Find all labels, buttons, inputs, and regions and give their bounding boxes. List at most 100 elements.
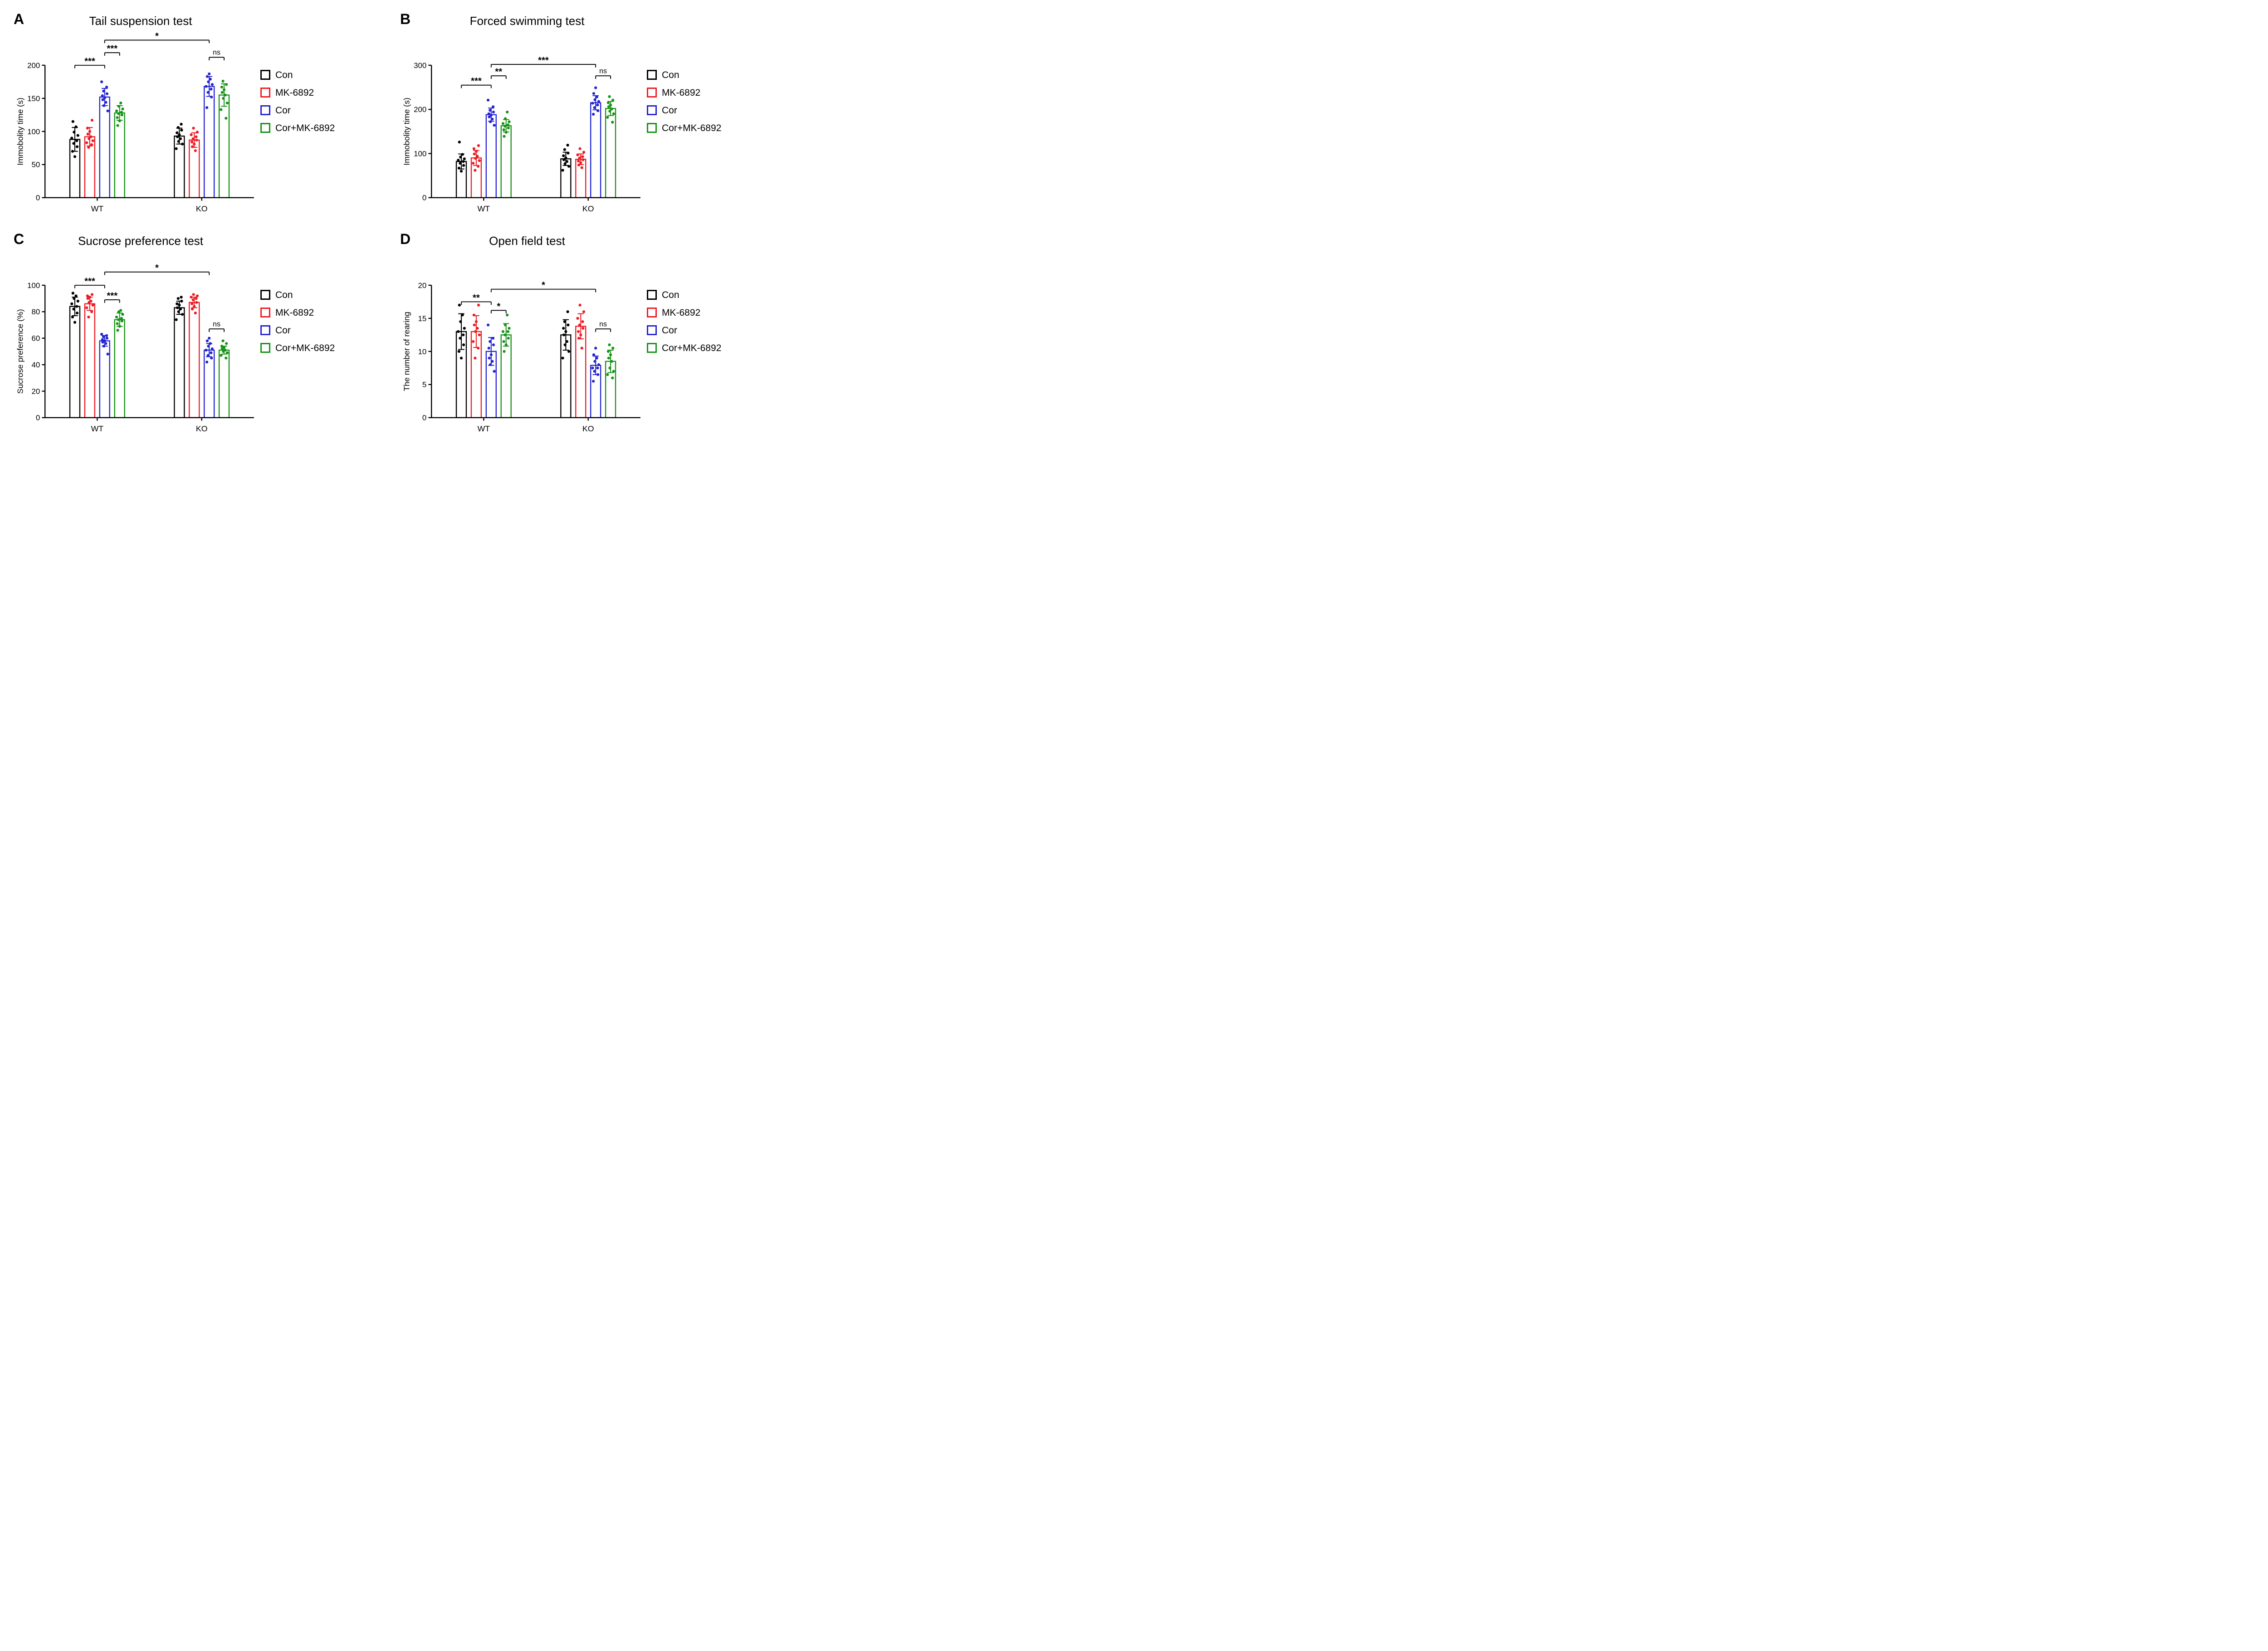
data-point [225, 357, 228, 360]
bar [84, 303, 96, 418]
significance-label: *** [107, 291, 117, 301]
data-point [86, 127, 89, 130]
legend-label: Con [662, 69, 679, 80]
data-point [105, 337, 108, 340]
data-point [487, 112, 490, 116]
legend-item-mk-6892: MK-6892 [260, 88, 335, 98]
data-point [116, 329, 119, 332]
data-point [594, 347, 597, 350]
data-point [566, 143, 569, 147]
data-point [88, 296, 92, 299]
data-point [224, 93, 227, 97]
data-point [89, 299, 93, 303]
data-point [489, 353, 493, 357]
data-point [100, 332, 103, 336]
bar [218, 349, 230, 418]
data-point [119, 101, 122, 105]
significance-label: ** [495, 67, 502, 77]
data-point [477, 347, 480, 350]
data-point [566, 310, 569, 313]
data-point [175, 147, 178, 150]
data-point [90, 310, 93, 313]
panel-a-header: A Tail suspension test [14, 12, 362, 30]
data-point [579, 161, 582, 165]
data-point [205, 348, 208, 352]
data-point [102, 335, 105, 338]
data-point [477, 303, 480, 307]
data-point [606, 101, 610, 104]
data-point [594, 86, 597, 89]
panel-c-header: C Sucrose preference test [14, 232, 362, 250]
data-point [564, 156, 567, 160]
data-point [193, 305, 196, 308]
data-point [606, 116, 609, 119]
significance-label: *** [538, 55, 549, 65]
data-point [592, 353, 596, 357]
data-point [461, 313, 464, 317]
data-point [100, 80, 103, 83]
data-point [457, 166, 461, 170]
data-point [591, 102, 594, 105]
data-point [611, 376, 614, 380]
data-point [472, 313, 475, 317]
data-point [488, 115, 491, 118]
data-point [196, 131, 199, 134]
bar [99, 340, 110, 418]
legend-swatch-icon [647, 290, 657, 300]
data-point [478, 333, 481, 337]
data-point [194, 149, 197, 152]
data-point [578, 303, 582, 307]
data-point [563, 162, 567, 166]
data-point [477, 144, 480, 147]
data-point [103, 104, 106, 107]
data-point [472, 340, 475, 343]
y-tick-label: 200 [27, 61, 40, 70]
data-point [474, 169, 477, 172]
data-point [472, 161, 475, 165]
legend-label: MK-6892 [275, 307, 314, 318]
y-tick-label: 100 [27, 281, 40, 290]
data-point [611, 121, 614, 124]
data-point [90, 293, 94, 296]
data-point [563, 343, 567, 347]
data-point [176, 302, 179, 305]
data-point [609, 353, 612, 357]
y-axis-label: Sucrose preference (%) [15, 309, 24, 394]
panel-c: C Sucrose preference test WT KO 0 20 40 60 80 1… [14, 232, 362, 440]
data-point [222, 97, 225, 100]
data-point [611, 98, 615, 102]
data-point [195, 301, 198, 304]
data-point [612, 112, 615, 116]
data-point [225, 83, 228, 86]
data-point [591, 380, 595, 383]
data-point [210, 95, 213, 99]
data-point [473, 152, 476, 156]
panel-letter-d: D [400, 231, 411, 247]
data-point [607, 105, 610, 108]
data-point [76, 134, 79, 137]
data-point [493, 370, 496, 373]
data-point [473, 323, 476, 327]
panel-c-body: WT KO 0 20 40 60 80 100 Sucrose preference (%) **… [14, 250, 362, 440]
data-point [220, 91, 224, 94]
data-point [579, 333, 582, 337]
data-point [116, 322, 119, 325]
legend-a: Con MK-6892 Cor Cor+MK-6892 [260, 70, 335, 133]
data-point [608, 95, 611, 98]
data-point [562, 154, 565, 157]
legend-swatch-icon [647, 343, 657, 353]
legend-label: Con [275, 69, 293, 80]
data-point [71, 120, 74, 123]
data-point [220, 354, 223, 357]
data-point [73, 155, 77, 158]
data-point [472, 147, 475, 150]
data-point [492, 343, 495, 347]
data-point [116, 116, 119, 119]
significance-label: *** [107, 44, 117, 54]
data-point [581, 155, 584, 158]
data-point [506, 123, 510, 127]
data-point [503, 117, 507, 120]
data-point [596, 103, 599, 107]
legend-swatch-icon [647, 105, 657, 115]
legend-swatch-icon [647, 325, 657, 335]
